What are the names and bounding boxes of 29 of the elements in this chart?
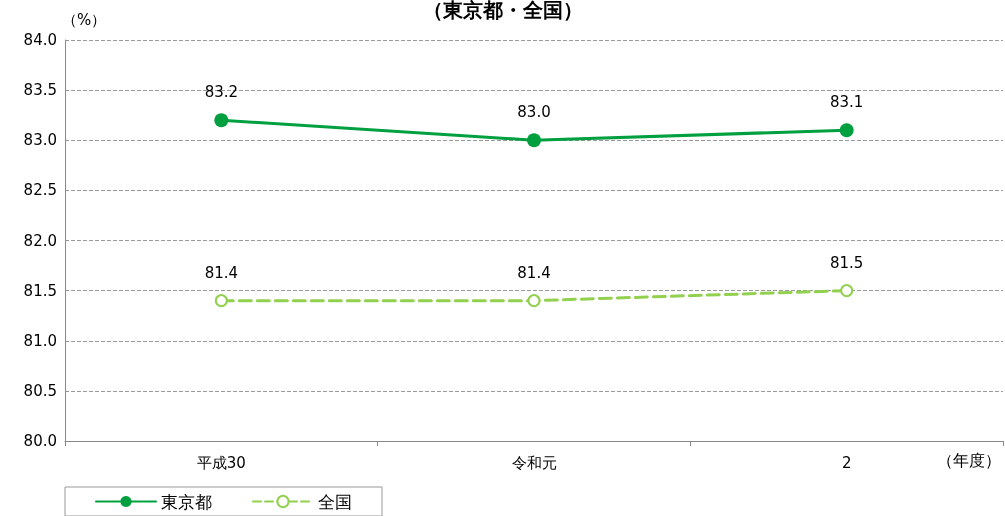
y-tick-label: 80.0 <box>23 432 57 450</box>
data-label: 81.4 <box>204 263 239 282</box>
y-tick-label: 82.0 <box>23 231 57 250</box>
y-tick-label: 81.5 <box>23 281 57 300</box>
x-axis-title: （年度） <box>937 450 1001 470</box>
data-label: 81.5 <box>829 253 864 272</box>
x-tick-label: 令和元 <box>511 453 557 472</box>
point <box>840 284 854 298</box>
x-tick-label: 平成30 <box>196 453 246 472</box>
y-tick-label: 83.5 <box>23 81 57 100</box>
point <box>527 133 541 148</box>
y-tick-label: 82.5 <box>23 181 57 200</box>
legend-label: 全国 <box>318 491 352 512</box>
legend-label: 東京都 <box>161 491 212 512</box>
chart-title: （東京都・全国） <box>422 0 583 22</box>
data-label: 81.4 <box>517 263 551 282</box>
y-tick-label: 80.5 <box>23 381 57 400</box>
x-tick-label: 2 <box>841 453 852 472</box>
data-label: 83.1 <box>829 92 864 111</box>
point <box>839 123 854 138</box>
point <box>214 294 228 308</box>
y-tick-label: 83.0 <box>23 131 57 150</box>
data-label: 83.0 <box>517 102 551 121</box>
y-tick-label: 84.0 <box>23 31 57 49</box>
y-tick-label: 81.0 <box>23 331 57 350</box>
data-label: 83.2 <box>204 82 239 101</box>
point <box>214 113 229 128</box>
y-axis-title: （%） <box>62 10 107 29</box>
point <box>527 294 541 308</box>
